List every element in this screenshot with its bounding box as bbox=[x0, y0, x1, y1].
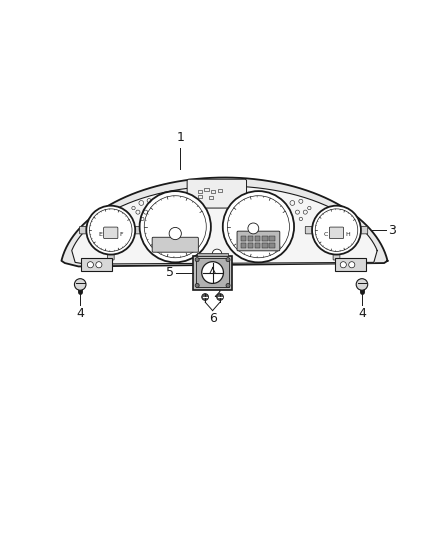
Bar bbox=[269, 236, 275, 241]
Circle shape bbox=[312, 206, 361, 255]
FancyBboxPatch shape bbox=[305, 227, 314, 234]
FancyBboxPatch shape bbox=[329, 227, 344, 239]
Bar bbox=[248, 236, 253, 241]
Text: 4: 4 bbox=[358, 307, 366, 320]
FancyBboxPatch shape bbox=[104, 227, 118, 239]
Bar bbox=[255, 243, 261, 248]
Circle shape bbox=[226, 284, 230, 287]
Bar bbox=[241, 243, 246, 248]
Polygon shape bbox=[61, 177, 388, 266]
Bar bbox=[241, 236, 246, 241]
FancyBboxPatch shape bbox=[187, 179, 247, 208]
Circle shape bbox=[195, 284, 199, 287]
Bar bbox=[198, 190, 202, 193]
FancyBboxPatch shape bbox=[237, 231, 280, 251]
Circle shape bbox=[74, 279, 86, 290]
Circle shape bbox=[248, 223, 259, 234]
Circle shape bbox=[96, 262, 102, 268]
Text: H: H bbox=[345, 232, 350, 237]
Text: 4: 4 bbox=[76, 307, 84, 320]
Polygon shape bbox=[72, 186, 377, 264]
Circle shape bbox=[223, 191, 294, 262]
Text: E: E bbox=[98, 232, 102, 237]
Circle shape bbox=[226, 257, 230, 262]
FancyBboxPatch shape bbox=[196, 259, 230, 287]
Bar bbox=[269, 243, 275, 248]
FancyBboxPatch shape bbox=[193, 256, 232, 289]
Bar bbox=[248, 243, 253, 248]
Text: 6: 6 bbox=[208, 312, 216, 325]
Bar bbox=[211, 190, 215, 193]
FancyBboxPatch shape bbox=[360, 227, 368, 234]
FancyBboxPatch shape bbox=[335, 259, 366, 271]
Text: 2: 2 bbox=[213, 287, 221, 300]
Bar bbox=[208, 196, 212, 199]
Bar bbox=[198, 195, 202, 198]
Text: 3: 3 bbox=[388, 224, 396, 237]
FancyBboxPatch shape bbox=[333, 254, 340, 260]
Circle shape bbox=[169, 228, 181, 240]
Circle shape bbox=[140, 191, 211, 262]
Bar bbox=[262, 236, 268, 241]
Text: F: F bbox=[120, 232, 124, 237]
Circle shape bbox=[87, 262, 93, 268]
Bar bbox=[262, 243, 268, 248]
Circle shape bbox=[356, 279, 368, 290]
Bar bbox=[205, 188, 208, 191]
Circle shape bbox=[340, 262, 346, 268]
Text: C: C bbox=[323, 232, 328, 237]
FancyBboxPatch shape bbox=[81, 259, 113, 271]
Text: 1: 1 bbox=[177, 131, 184, 144]
FancyBboxPatch shape bbox=[107, 254, 114, 260]
Circle shape bbox=[86, 206, 135, 255]
Bar bbox=[255, 236, 261, 241]
FancyBboxPatch shape bbox=[134, 227, 142, 234]
Circle shape bbox=[217, 294, 223, 301]
Circle shape bbox=[212, 249, 222, 259]
FancyBboxPatch shape bbox=[197, 253, 228, 256]
Circle shape bbox=[195, 257, 199, 262]
Bar bbox=[218, 189, 222, 192]
Circle shape bbox=[202, 262, 223, 284]
Circle shape bbox=[349, 262, 355, 268]
FancyBboxPatch shape bbox=[152, 237, 198, 252]
Circle shape bbox=[202, 294, 208, 301]
FancyBboxPatch shape bbox=[80, 227, 88, 234]
Text: 5: 5 bbox=[166, 266, 174, 279]
